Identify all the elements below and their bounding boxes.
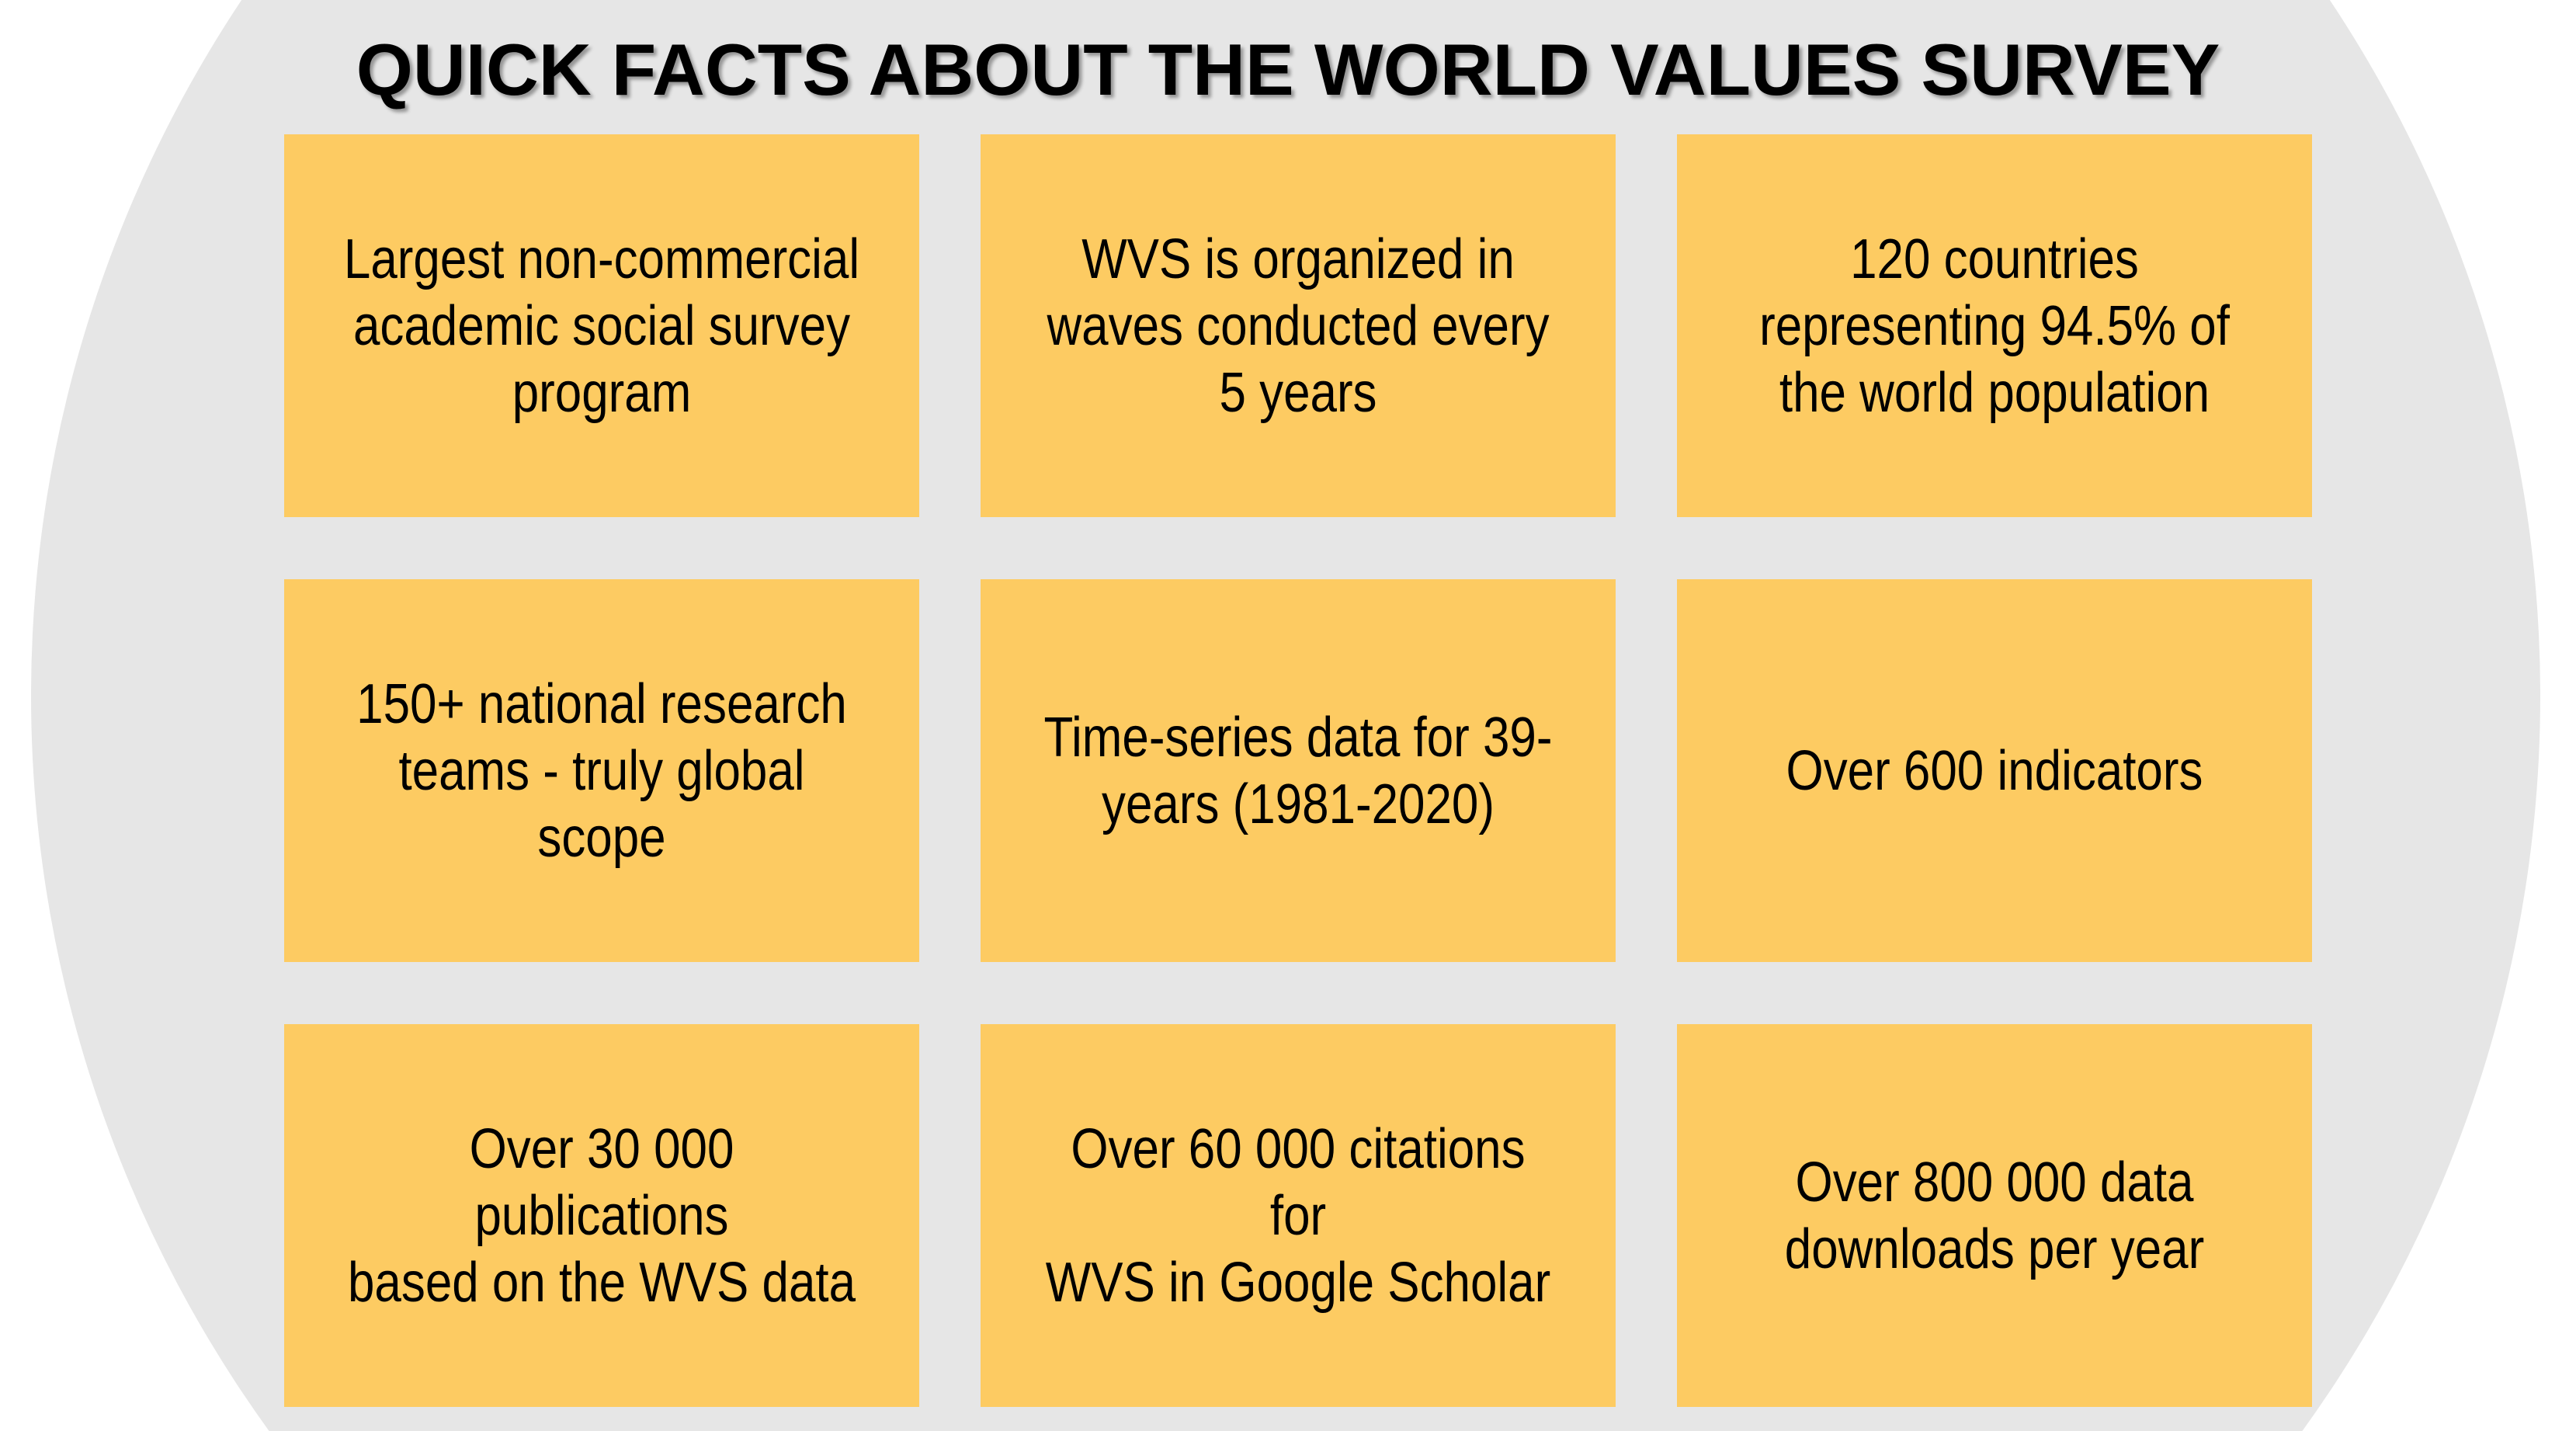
fact-text: WVS is organized in waves conducted ever…: [1047, 228, 1550, 424]
fact-card-largest-program: Largest non-commercial academic social s…: [284, 134, 919, 517]
fact-text: Time-series data for 39- years (1981-202…: [1043, 706, 1553, 835]
fact-card-publications: Over 30 000 publications based on the WV…: [284, 1024, 919, 1407]
fact-card-waves: WVS is organized in waves conducted ever…: [981, 134, 1616, 517]
fact-text: Largest non-commercial academic social s…: [343, 228, 860, 424]
fact-card-time-series: Time-series data for 39- years (1981-202…: [981, 579, 1616, 962]
fact-text: 120 countries representing 94.5% of the …: [1759, 228, 2230, 424]
fact-card-countries: 120 countries representing 94.5% of the …: [1677, 134, 2312, 517]
fact-card-indicators: Over 600 indicators: [1677, 579, 2312, 962]
fact-text: Over 30 000 publications based on the WV…: [347, 1117, 856, 1314]
fact-text: 150+ national research teams - truly glo…: [356, 672, 847, 869]
fact-text: Over 800 000 data downloads per year: [1784, 1151, 2205, 1280]
fact-card-downloads: Over 800 000 data downloads per year: [1677, 1024, 2312, 1407]
fact-card-citations: Over 60 000 citations for WVS in Google …: [981, 1024, 1616, 1407]
fact-card-research-teams: 150+ national research teams - truly glo…: [284, 579, 919, 962]
fact-text: Over 600 indicators: [1786, 739, 2203, 802]
page-title: QUICK FACTS ABOUT THE WORLD VALUES SURVE…: [356, 29, 2220, 110]
fact-text: Over 60 000 citations for WVS in Google …: [1045, 1117, 1551, 1314]
facts-grid: Largest non-commercial academic social s…: [284, 134, 2312, 1407]
